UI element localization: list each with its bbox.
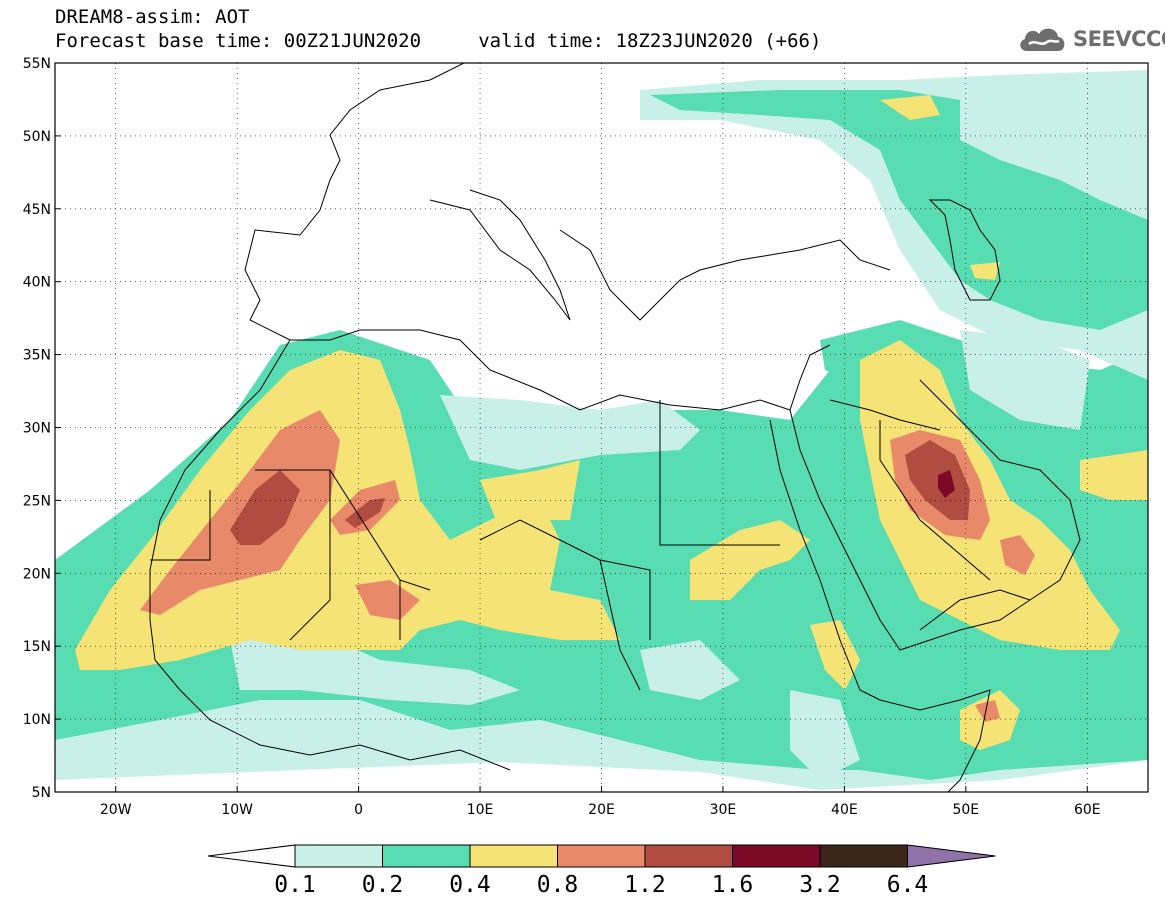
aot-band-0.4-0.8-arabia (860, 340, 1120, 650)
colorbar-swatch (294, 844, 383, 868)
aot-band-0.4-0.8-sudan (690, 520, 810, 600)
lat-label: 25N (23, 493, 51, 509)
coastlines (149, 63, 1081, 792)
lat-label: 55N (23, 56, 51, 72)
logo-text: SEEVCCC (1073, 27, 1165, 51)
lon-label: 60E (1074, 802, 1101, 818)
aot-band-0.4-0.8-kazakhstan (880, 95, 940, 120)
aot-band-0.1-0.2-ethiopia (790, 690, 860, 780)
lon-label: 20W (100, 802, 132, 818)
graticule (55, 63, 1148, 792)
coast-north-africa (249, 319, 831, 411)
cloud-logo-icon (1020, 28, 1065, 51)
colorbar-swatch (732, 844, 821, 868)
aot-band-1.2-1.6-arabia (905, 440, 970, 520)
lon-label: 40E (831, 802, 858, 818)
aot-band-1.6-3.2-arabia (938, 470, 955, 498)
lat-label: 30N (23, 421, 51, 437)
colorbar-swatch (557, 844, 646, 868)
colorbar-level-label: 1.2 (624, 872, 666, 898)
aot-band-0.8-1.2-somalia (975, 700, 1000, 722)
colorbar-swatch (819, 844, 908, 868)
colorbar-swatch (469, 844, 558, 868)
colorbar-level-label: 0.2 (362, 872, 404, 898)
colorbar-under-arrow (207, 844, 296, 868)
lon-label: 10W (221, 802, 253, 818)
lon-label: 20E (588, 802, 615, 818)
lat-label: 5N (32, 785, 51, 801)
coast-horn (879, 689, 991, 792)
lat-label: 10N (23, 712, 51, 728)
lon-label: 10E (467, 802, 494, 818)
coast-caspian (928, 199, 1001, 301)
lat-label: 15N (23, 639, 51, 655)
aot-band-1.2-1.6-mauritania (230, 470, 300, 545)
aot-band-0.8-1.2-mali (355, 580, 420, 620)
colorbar-over-arrow (907, 844, 996, 868)
colorbar-swatch (382, 844, 471, 868)
colorbar-level-label: 6.4 (887, 872, 929, 898)
lat-label: 20N (23, 566, 51, 582)
colorbar-level-label: 0.4 (449, 872, 491, 898)
colorbar: 0.1 0.2 0.4 0.8 1.2 1.6 3.2 6.4 (207, 844, 996, 898)
lon-label: 0 (354, 802, 363, 818)
aot-band-0.1-0.2-sudan (640, 640, 740, 700)
lon-label: 50E (952, 802, 979, 818)
lat-label: 45N (23, 202, 51, 218)
borders-sahara (150, 400, 780, 691)
latitude-labels: 55N 50N 45N 40N 35N 30N 25N 20N 15N 10N 5N (23, 56, 61, 801)
aot-field (55, 70, 1148, 790)
aot-band-0.4-0.8-ethiopia (810, 620, 860, 690)
aot-band-0.8-1.2-mauritania (140, 410, 340, 615)
longitude-labels: 20W 10W 0 10E 20E 30E 40E 50E 60E (100, 786, 1101, 818)
aot-band-0.1-0.2-libya (440, 395, 700, 470)
aot-band-0.4-0.8-gulf-east (1080, 450, 1148, 500)
seevccc-logo: SEEVCCC (1017, 22, 1165, 56)
aot-band-0.4-0.8-chad (480, 460, 580, 530)
colorbar-level-label: 0.8 (537, 872, 579, 898)
chart-subtitle-times: Forecast base time: 00Z21JUN2020 valid t… (55, 30, 822, 52)
colorbar-swatch (644, 844, 733, 868)
borders-arabia (829, 399, 1031, 631)
colorbar-level-label: 1.6 (712, 872, 754, 898)
aot-band-0.4-0.8-aral (970, 262, 1000, 280)
colorbar-level-label: 3.2 (799, 872, 841, 898)
lat-label: 40N (23, 275, 51, 291)
lat-label: 35N (23, 348, 51, 364)
lon-label: 30E (710, 802, 737, 818)
coast-europe (244, 63, 891, 321)
lat-label: 50N (23, 129, 51, 145)
chart-title: DREAM8-assim: AOT (55, 6, 250, 28)
aot-band-0.8-1.2-oman (1000, 535, 1035, 575)
coast-west-africa (149, 339, 511, 771)
colorbar-level-label: 0.1 (274, 872, 316, 898)
aot-band-0.2-0.4-central-asia (650, 90, 1148, 330)
aot-band-1.2-1.6-algeria (345, 498, 385, 528)
aot-band-0.1-0.2-iran (960, 330, 1090, 430)
